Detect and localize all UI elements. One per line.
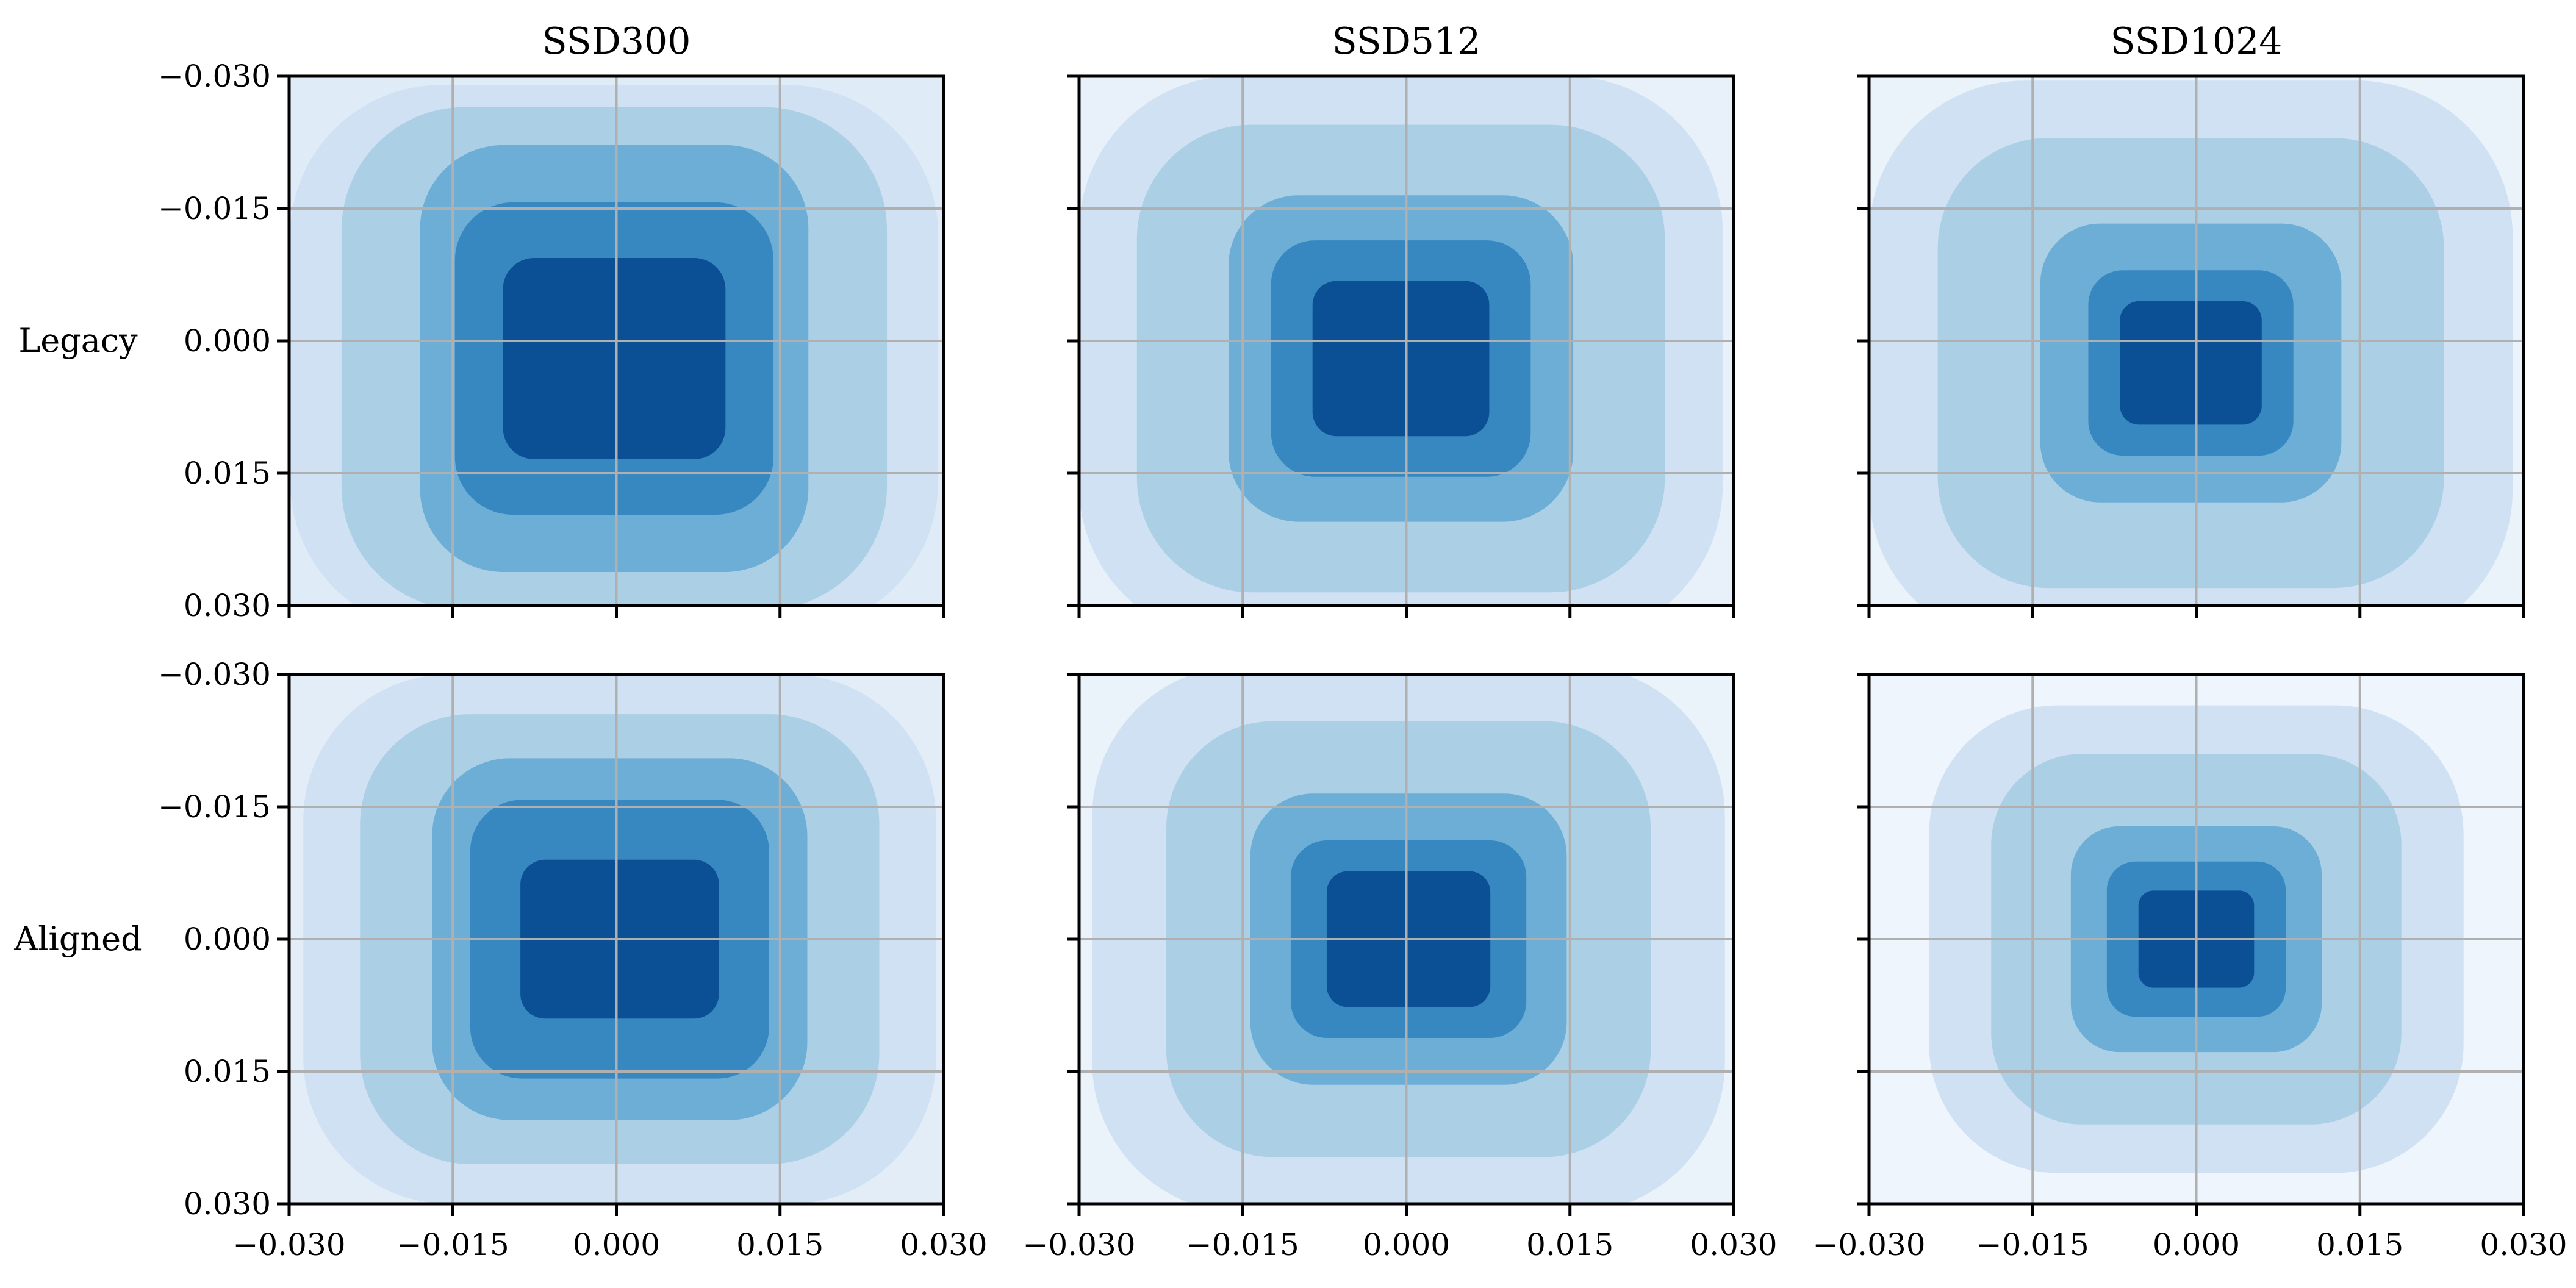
column-title-ssd1024: SSD1024 (2111, 20, 2283, 63)
y-tick-label: 0.030 (184, 1186, 271, 1222)
column-title-ssd512: SSD512 (1332, 20, 1481, 63)
x-tick-label: 0.000 (2153, 1227, 2240, 1262)
y-tick-label: −0.015 (158, 789, 271, 825)
x-tick-label: −0.030 (1022, 1227, 1135, 1262)
x-tick-label: −0.015 (396, 1227, 509, 1262)
panel-aligned-ssd1024: −0.030 −0.015 0.000 0.015 0.030 (1812, 673, 2567, 1262)
y-tick-label: 0.015 (184, 456, 271, 491)
x-tick-label: 0.000 (573, 1227, 660, 1262)
y-tick-label: 0.000 (184, 323, 271, 359)
y-tick-label: −0.030 (158, 59, 271, 94)
panel-legacy-ssd300: 0.030 0.015 0.000 −0.015 −0.030 (158, 59, 945, 623)
x-tick-label: −0.015 (1976, 1227, 2089, 1262)
panel-aligned-ssd512: −0.030 −0.015 0.000 0.015 0.030 (1022, 673, 1778, 1262)
contour-area (1869, 76, 2524, 606)
x-tick-label: −0.030 (1812, 1227, 1925, 1262)
labels-group: SSD300 SSD512 SSD1024 Legacy Aligned (13, 20, 2282, 958)
row-label-aligned: Aligned (13, 920, 142, 958)
contour-level-5 (2120, 301, 2262, 425)
panel-legacy-ssd1024 (1857, 74, 2525, 618)
contour-area (1869, 674, 2524, 1204)
y-tick-label: 0.000 (184, 921, 271, 957)
x-tick-label: −0.030 (232, 1227, 345, 1262)
y-tick-label: 0.030 (184, 588, 271, 623)
x-tick-label: 0.015 (736, 1227, 823, 1262)
contour-area (289, 674, 944, 1204)
x-tick-label: 0.030 (900, 1227, 987, 1262)
contour-area (1079, 674, 1734, 1204)
x-tick-label: 0.030 (1690, 1227, 1777, 1262)
x-tick-label: 0.015 (1526, 1227, 1613, 1262)
contour-level-5 (1312, 281, 1490, 437)
y-tick-label: −0.015 (158, 191, 271, 226)
column-title-ssd300: SSD300 (542, 20, 691, 63)
contour-level-5 (503, 258, 726, 459)
panel-aligned-ssd300: 0.030 0.015 0.000 −0.015 −0.030 −0.030 −0.015 0… (158, 657, 988, 1262)
x-tick-label: 0.030 (2480, 1227, 2567, 1262)
x-tick-label: 0.000 (1363, 1227, 1450, 1262)
x-tick-label: −0.015 (1186, 1227, 1299, 1262)
x-tick-label: 0.015 (2316, 1227, 2403, 1262)
contour-area (289, 76, 944, 606)
y-tick-label: 0.015 (184, 1054, 271, 1089)
panel-legacy-ssd512 (1067, 74, 1735, 618)
panels-group: 0.0300.0150.000−0.015−0.0300.0300.0150.0… (158, 59, 2567, 1262)
y-tick-label: −0.030 (158, 657, 271, 692)
contour-area (1079, 76, 1734, 606)
row-label-legacy: Legacy (18, 321, 138, 360)
